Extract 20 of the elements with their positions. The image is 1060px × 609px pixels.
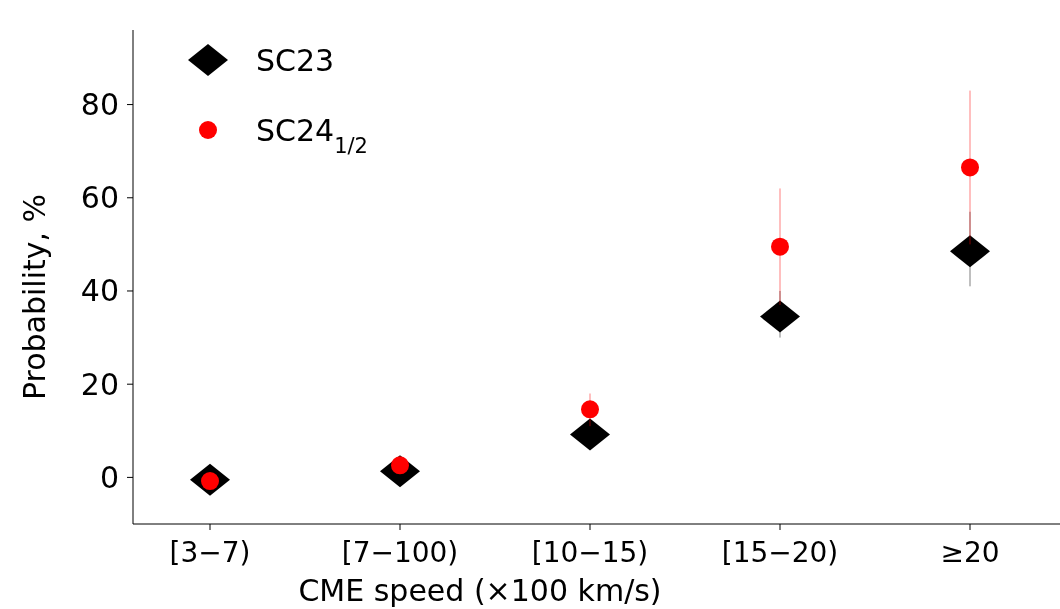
x-tick-label: [3−7) (169, 536, 251, 569)
point (961, 158, 979, 177)
y-axis-title: Probability, % (17, 193, 52, 401)
y-tick-label: 80 (80, 87, 119, 123)
point (950, 235, 990, 268)
legend-label: SC24$_{1/2}$ (256, 112, 368, 158)
point (771, 237, 789, 256)
point (581, 400, 599, 419)
x-tick-label: ≥20 (940, 536, 1000, 569)
x-tick-label: [10−15) (531, 536, 649, 569)
y-tick-label: 0 (99, 459, 119, 495)
x-tick-label: [15−20) (721, 536, 839, 569)
y-tick-label: 20 (80, 366, 119, 402)
point (760, 300, 800, 333)
point (570, 418, 610, 451)
legend-label: SC23 (256, 42, 335, 78)
y-tick-label: 40 (80, 273, 119, 309)
x-axis-title: CME speed (×100 km/s) (298, 573, 662, 608)
x-tick-label: [7−100) (341, 536, 459, 569)
y-tick-label: 60 (80, 180, 119, 216)
